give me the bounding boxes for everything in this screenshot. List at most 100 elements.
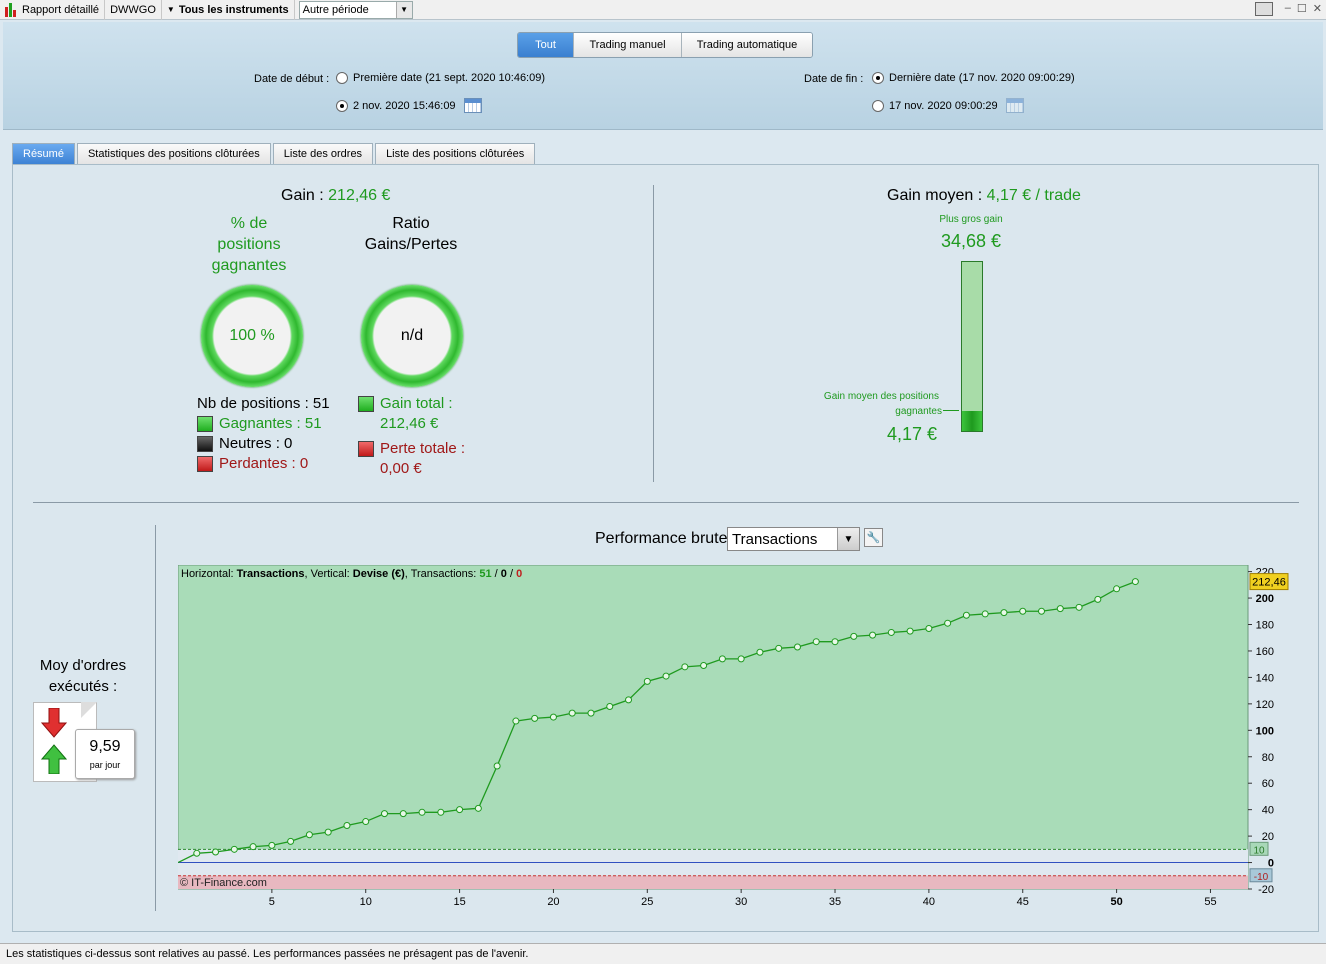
series-point: [906, 627, 914, 635]
info-transactions: , Transactions:: [405, 568, 480, 580]
gain-label: Gain: [281, 187, 315, 204]
chart-copyright: © IT-Finance.com: [180, 877, 267, 889]
gain-heading: Gain : 212,46 €: [281, 187, 391, 204]
orders-title-2: exécutés :: [48, 678, 118, 695]
tab-bar: Résumé Statistiques des positions clôtur…: [12, 143, 537, 164]
series-point: [925, 624, 933, 632]
orders-value-box: 9,59 par jour: [75, 729, 135, 779]
segment-all[interactable]: Tout: [518, 33, 574, 57]
series-point: [944, 619, 952, 627]
gain-total-label: Gain total :: [380, 395, 453, 412]
period-value: Autre période: [302, 3, 369, 16]
black-swatch: [197, 435, 213, 452]
biggest-gain-label: Plus gros gain: [939, 214, 1003, 225]
x-tick-label: 30: [735, 896, 747, 908]
end-last-radio[interactable]: Dernière date (17 nov. 2020 09:00:29): [872, 72, 1075, 84]
account-button[interactable]: DWWGO: [105, 0, 162, 20]
chevron-down-icon: ▼: [395, 1, 412, 18]
avg-win-value: 4,17 €: [887, 424, 938, 444]
tab-closed-stats[interactable]: Statistiques des positions clôturées: [76, 143, 271, 164]
series-point: [625, 696, 633, 704]
series-point: [1056, 605, 1064, 613]
series-point: [456, 806, 464, 814]
end-last-label: Dernière date (17 nov. 2020 09:00:29): [889, 72, 1075, 84]
series-point: [756, 648, 764, 656]
wrench-icon[interactable]: 🔧: [864, 528, 883, 547]
chevron-down-icon: ▼: [166, 5, 175, 14]
close-icon[interactable]: ✕: [1312, 3, 1322, 15]
tab-orders[interactable]: Liste des ordres: [272, 143, 374, 164]
segment-manual[interactable]: Trading manuel: [574, 33, 682, 57]
maximize-icon[interactable]: ☐: [1296, 3, 1307, 15]
info-neutral: 0: [501, 568, 507, 580]
start-first-radio[interactable]: Première date (21 sept. 2020 10:46:09): [336, 72, 545, 84]
report-button[interactable]: Rapport détaillé: [0, 0, 106, 20]
x-tick-label: 55: [1204, 896, 1216, 908]
loss-area: [178, 875, 1248, 889]
win-pct-title: % de positions gagnantes: [211, 215, 287, 274]
pointer-arrow: [943, 410, 959, 411]
series-point: [1038, 607, 1046, 615]
upper-band-label: 10: [1253, 845, 1265, 856]
series-point: [587, 709, 595, 717]
series-point: [380, 810, 388, 818]
avg-win-label-1: Gain moyen des positions: [823, 391, 939, 402]
arrow-down-icon: [41, 708, 67, 738]
lower-band-badge: [1249, 868, 1273, 883]
series-point: [1075, 603, 1083, 611]
series-point: [212, 848, 220, 856]
series-point: [474, 804, 482, 812]
series-point: [869, 631, 877, 639]
y-tick-label: 160: [1256, 646, 1274, 658]
perf-axis-value: Transactions: [732, 530, 818, 548]
lower-band-label: -10: [1254, 872, 1269, 883]
report-label: Rapport détaillé: [22, 3, 100, 16]
x-tick-label: 45: [1017, 896, 1029, 908]
instruments-dropdown[interactable]: ▼ Tous les instruments: [162, 0, 295, 20]
biggest-gain-value: 34,68 €: [940, 231, 1002, 251]
tab-closed-positions[interactable]: Liste des positions clôturées: [375, 143, 536, 164]
start-custom-radio[interactable]: 2 nov. 2020 15:46:09: [336, 98, 482, 113]
start-date-label: Date de début :: [254, 73, 330, 85]
horizontal-divider: [33, 502, 1299, 503]
series-point: [193, 849, 201, 857]
status-bar: Les statistiques ci-dessus sont relative…: [0, 943, 1326, 964]
end-custom-radio[interactable]: 17 nov. 2020 09:00:29: [872, 98, 1024, 113]
x-tick-label: 10: [360, 896, 372, 908]
calendar-icon[interactable]: [1005, 98, 1024, 113]
perf-axis-select[interactable]: Transactions ▼: [727, 527, 860, 551]
red-swatch: [358, 440, 374, 457]
series-point: [850, 632, 858, 640]
calendar-icon[interactable]: [463, 98, 482, 113]
minimize-icon[interactable]: –: [1284, 2, 1291, 14]
gain-total-value: 212,46 €: [380, 415, 439, 432]
legend-gain-total: Gain total :: [358, 395, 453, 412]
last-value-label: 212,46: [1252, 577, 1286, 589]
series-point: [1131, 578, 1139, 586]
radio-icon: [336, 99, 348, 112]
tab-summary[interactable]: Résumé: [12, 143, 75, 164]
series-point: [737, 655, 745, 663]
series-point: [531, 714, 539, 722]
printer-icon[interactable]: [1254, 2, 1273, 16]
x-tick-label: 50: [1110, 896, 1122, 908]
gain-bar-fill: [962, 410, 982, 431]
segment-auto[interactable]: Trading automatique: [682, 33, 812, 57]
legend-winners: Gagnantes : 51: [197, 415, 322, 432]
series-point: [962, 611, 970, 619]
period-select[interactable]: Autre période ▼: [298, 0, 413, 19]
series-point: [1019, 607, 1027, 615]
y-tick-label: 100: [1256, 725, 1274, 737]
upper-band-badge: [1249, 841, 1269, 856]
orders-card: 9,59 par jour: [33, 702, 135, 784]
orders-title-1: Moy d'ordres: [39, 657, 127, 674]
series-point: [1094, 595, 1102, 603]
series-point: [343, 822, 351, 830]
gain-bar: [961, 261, 983, 432]
red-swatch: [197, 455, 213, 472]
losers-label: Perdantes : 0: [219, 455, 309, 472]
radio-icon: [336, 72, 348, 84]
y-tick-label: 140: [1256, 672, 1274, 684]
series-point: [812, 638, 820, 646]
summary-panel: Gain : 212,46 € % de positions gagnantes…: [12, 164, 1319, 932]
